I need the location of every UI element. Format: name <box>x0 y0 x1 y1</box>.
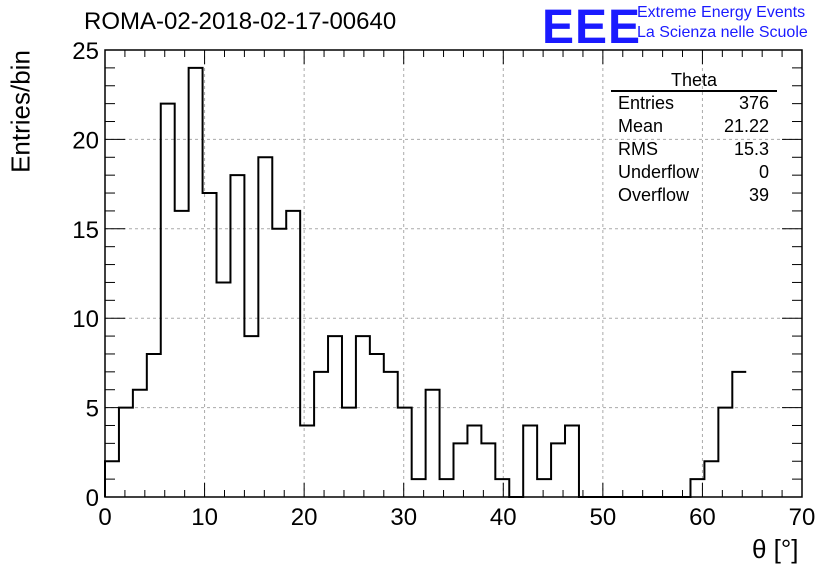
x-tick-label: 30 <box>390 504 417 531</box>
histogram-bin <box>300 425 314 497</box>
histogram-bin <box>133 390 147 497</box>
histogram-bin <box>384 372 398 497</box>
histogram-bin <box>161 104 175 497</box>
grid-lines <box>105 50 802 497</box>
x-tick-label: 10 <box>191 504 218 531</box>
stats-value: 39 <box>748 185 769 205</box>
histogram-bin <box>244 336 258 497</box>
y-tick-label: 10 <box>72 306 99 333</box>
plot-frame <box>104 49 803 498</box>
eee-logo: EEE <box>542 1 642 54</box>
stats-label: Entries <box>618 93 675 113</box>
y-tick-label: 5 <box>86 396 99 423</box>
stats-value: 0 <box>758 162 769 182</box>
x-tick-label: 20 <box>291 504 318 531</box>
histogram-bin <box>732 372 746 497</box>
x-tick-label: 0 <box>98 504 111 531</box>
stats-row: RMS 15.3 <box>611 138 777 161</box>
histogram-bin <box>398 408 412 497</box>
stats-label: Mean <box>618 116 664 136</box>
histogram-bin <box>286 211 300 497</box>
histogram-bin <box>481 443 495 497</box>
histogram-bin <box>119 408 133 497</box>
histogram-bin <box>565 425 579 497</box>
histogram-bin <box>328 336 342 497</box>
plot-border <box>104 49 803 498</box>
histogram-bin <box>342 408 356 497</box>
x-tick-label: 70 <box>789 504 816 531</box>
histogram-bin <box>189 68 203 497</box>
stats-value: 21.22 <box>723 116 769 136</box>
stats-label: Overflow <box>618 185 690 205</box>
y-tick-label: 15 <box>72 217 99 244</box>
histogram-bin <box>272 229 286 497</box>
stats-label: Underflow <box>618 162 700 182</box>
histogram-bin <box>370 354 384 497</box>
x-tick-label: 50 <box>590 504 617 531</box>
stats-box: Theta Entries 376 Mean 21.22 RMS 15.3 Under… <box>611 70 777 207</box>
y-tick-label: 20 <box>72 127 99 154</box>
stats-value: 376 <box>738 93 769 113</box>
histogram-bin <box>175 211 189 497</box>
histogram-bin <box>217 282 231 497</box>
stats-row: Mean 21.22 <box>611 115 777 138</box>
histogram-bin <box>314 372 328 497</box>
y-axis-label: Entries/bin <box>5 50 36 173</box>
axis-tick-labels: 0 10 20 30 40 50 60 70 0 5 10 15 20 25 <box>72 38 815 531</box>
histogram-bin <box>495 479 509 497</box>
run-title: ROMA-02-2018-02-17-00640 <box>84 8 397 35</box>
histogram-bin <box>230 175 244 497</box>
histogram-bin <box>258 157 272 497</box>
stats-row: Entries 376 <box>611 92 777 115</box>
x-axis-label: θ [°] <box>752 534 799 564</box>
stats-row: Underflow 0 <box>611 161 777 184</box>
histogram-bin <box>426 390 440 497</box>
histogram-bin <box>147 354 161 497</box>
histogram-bin <box>704 461 718 497</box>
histogram-bin <box>551 443 565 497</box>
histogram-bin <box>523 425 537 497</box>
x-tick-label: 60 <box>689 504 716 531</box>
histogram-bin <box>356 336 370 497</box>
stats-box-title: Theta <box>611 70 777 92</box>
logo-caption-line-1: Extreme Energy Events <box>637 4 806 21</box>
stats-row: Overflow 39 <box>611 184 777 207</box>
histogram-bin <box>467 425 481 497</box>
stats-label: RMS <box>618 139 658 159</box>
stats-value: 15.3 <box>733 139 769 159</box>
x-tick-label: 40 <box>490 504 517 531</box>
histogram-bin <box>718 408 732 497</box>
logo-caption-line-2: La Scienza nelle Scuole <box>637 24 808 41</box>
histogram-bin <box>454 443 468 497</box>
logo-caption: Extreme Energy Events La Scienza nelle S… <box>637 3 808 43</box>
histogram-bin <box>440 479 454 497</box>
y-tick-label: 0 <box>86 485 99 512</box>
axis-ticks <box>104 49 803 498</box>
y-tick-label: 25 <box>72 38 99 65</box>
histogram-bin <box>537 479 551 497</box>
